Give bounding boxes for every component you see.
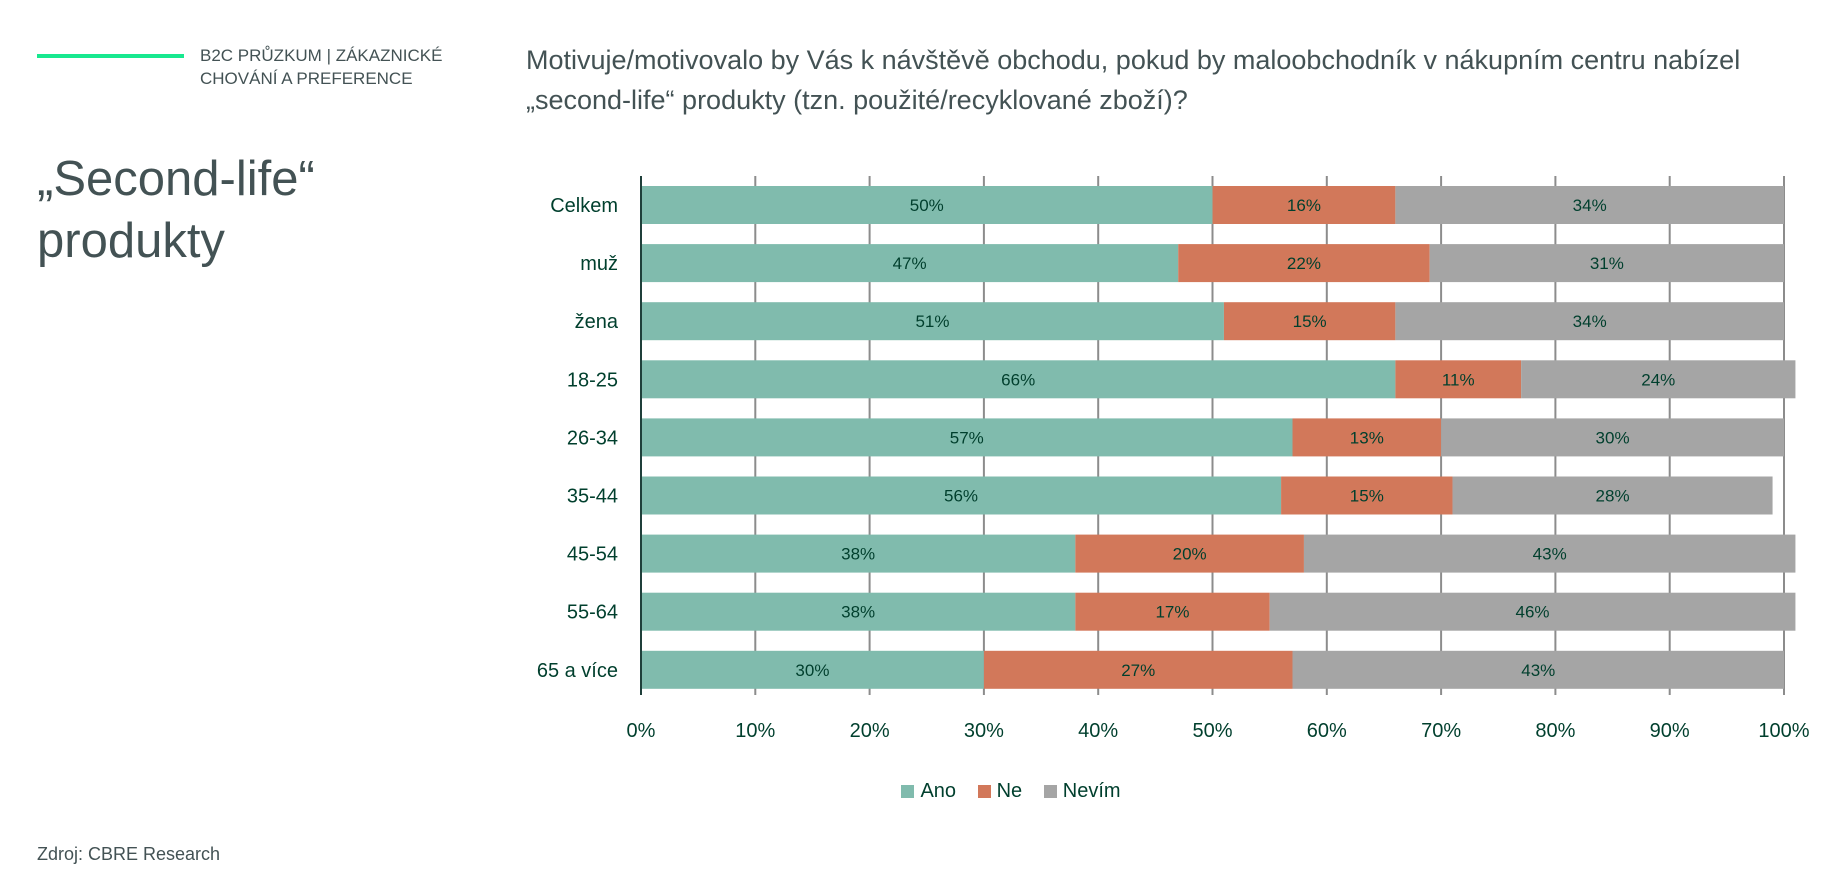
data-label: 43% [1533,545,1567,564]
x-tick-label: 0% [627,720,656,742]
data-label: 43% [1521,661,1555,680]
bar-segment [1292,418,1442,457]
x-tick-label: 70% [1421,720,1461,742]
bar-segment [1075,592,1270,631]
x-tick-label: 50% [1192,720,1232,742]
legend-item-ne: Ne [977,780,1023,803]
bar-segment [1178,244,1430,283]
bar-segment [641,244,1179,283]
legend-label-ne: Ne [996,780,1023,802]
data-label: 51% [915,312,949,331]
bar-segment [1281,476,1453,515]
bar-segment [641,476,1282,515]
data-label: 31% [1590,254,1624,273]
data-label: 57% [950,428,984,447]
category-label: 55-64 [567,602,618,624]
bars-layer [641,186,1796,689]
data-label: 46% [1516,603,1550,622]
data-label: 17% [1155,603,1189,622]
bar-segment [641,360,1396,399]
data-label: 13% [1350,428,1384,447]
x-tick-label: 90% [1650,720,1690,742]
legend-swatch-ne [977,785,991,798]
category-label: 26-34 [567,427,618,449]
data-label: 22% [1287,254,1321,273]
bar-segment [1292,650,1784,689]
data-label: 38% [841,545,875,564]
data-label: 28% [1596,487,1630,506]
bar-segment [641,418,1293,457]
x-tick-label: 40% [1078,720,1118,742]
bar-segment [1223,302,1396,341]
bar-segment [1212,186,1396,224]
data-label: 34% [1573,196,1607,215]
header-label: B2C PRŮZKUM | ZÁKAZNICKÉ CHOVÁNÍ A PREFE… [200,46,443,88]
category-label: 35-44 [567,486,618,508]
data-label: 34% [1573,312,1607,331]
accent-line [37,54,184,58]
source-note: Zdroj: CBRE Research [37,844,221,864]
legend-item-ano: Ano [901,780,956,803]
bar-segment [641,302,1224,341]
data-label: 16% [1287,196,1321,215]
category-label: 18-25 [567,369,618,391]
x-tick-label: 60% [1307,720,1347,742]
x-tick-label: 80% [1535,720,1575,742]
bar-segment [1441,418,1784,457]
page-title: „Second-life“ produkty [37,152,315,268]
bar-segment [1452,476,1773,515]
axis-layer: 0% 10% 20% 30% 40% 50% 60% 70% 80% 90% 100% Celkem m… [537,176,1810,742]
data-label: 30% [1596,428,1630,447]
data-label: 20% [1173,545,1207,564]
data-label: 30% [795,661,829,680]
bar-segment [1395,360,1522,399]
legend-swatch-ano [901,785,915,798]
data-label: 38% [841,603,875,622]
labels-layer: 50% 16% 34% 47% 22% 31% 51% 15% 34% 66% 11% 24% 57% 1… [795,196,1675,680]
bar-segment [641,534,1076,573]
chart-question: Motivuje/motivovalo by Vás k návštěvě ob… [526,45,1741,115]
legend-label-nevim: Nevím [1062,780,1121,802]
bar-segment [641,650,984,689]
x-tick-label: 30% [964,720,1004,742]
legend-label-ano: Ano [920,780,957,802]
bar-segment [983,650,1293,689]
x-tick-label: 100% [1758,720,1809,742]
bar-segment [1395,186,1784,224]
data-label: 66% [1001,370,1035,389]
bar-segment [641,592,1076,631]
bar-segment [641,186,1213,224]
data-label: 24% [1641,370,1675,389]
data-label: 27% [1121,661,1155,680]
category-label: 65 a více [537,660,618,682]
data-label: 15% [1293,312,1327,331]
data-label: 56% [944,487,978,506]
data-label: 11% [1442,370,1475,389]
legend-item-nevim: Nevím [1043,780,1121,803]
bar-segment [1429,244,1784,283]
x-tick-label: 20% [850,720,890,742]
bar-segment [1269,592,1796,631]
data-label: 15% [1350,487,1384,506]
category-label: Celkem [550,195,618,217]
bar-segment [1303,534,1796,573]
category-label: muž [580,253,618,275]
chart-legend: Ano Ne Nevím [0,780,1832,804]
category-label: žena [575,311,619,333]
x-tick-label: 10% [735,720,775,742]
data-label: 47% [893,254,927,273]
bar-segment [1395,302,1784,341]
legend-swatch-nevim [1043,785,1057,798]
bar-segment [1075,534,1304,573]
bar-segment [1521,360,1796,399]
data-label: 50% [910,196,944,215]
category-label: 45-54 [567,544,618,566]
